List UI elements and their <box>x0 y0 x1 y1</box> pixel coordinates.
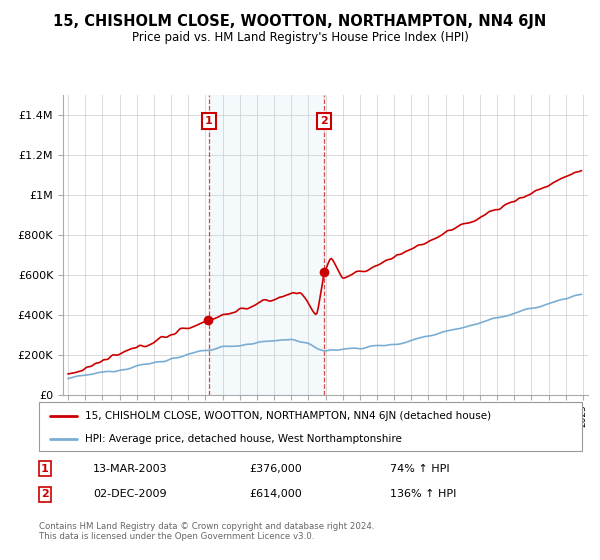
Text: 74% ↑ HPI: 74% ↑ HPI <box>390 464 449 474</box>
Text: 13-MAR-2003: 13-MAR-2003 <box>93 464 167 474</box>
Text: Contains HM Land Registry data © Crown copyright and database right 2024.
This d: Contains HM Land Registry data © Crown c… <box>39 522 374 542</box>
Text: 1: 1 <box>205 116 213 126</box>
Text: 15, CHISHOLM CLOSE, WOOTTON, NORTHAMPTON, NN4 6JN (detached house): 15, CHISHOLM CLOSE, WOOTTON, NORTHAMPTON… <box>85 410 491 421</box>
Text: 1: 1 <box>41 464 49 474</box>
Text: 2: 2 <box>320 116 328 126</box>
Text: Price paid vs. HM Land Registry's House Price Index (HPI): Price paid vs. HM Land Registry's House … <box>131 31 469 44</box>
Text: 15, CHISHOLM CLOSE, WOOTTON, NORTHAMPTON, NN4 6JN: 15, CHISHOLM CLOSE, WOOTTON, NORTHAMPTON… <box>53 14 547 29</box>
Bar <box>209 95 324 395</box>
Text: 136% ↑ HPI: 136% ↑ HPI <box>390 489 457 500</box>
Text: 02-DEC-2009: 02-DEC-2009 <box>93 489 167 500</box>
Text: £614,000: £614,000 <box>249 489 302 500</box>
Text: £376,000: £376,000 <box>249 464 302 474</box>
Text: HPI: Average price, detached house, West Northamptonshire: HPI: Average price, detached house, West… <box>85 433 402 444</box>
Text: 2: 2 <box>41 489 49 500</box>
